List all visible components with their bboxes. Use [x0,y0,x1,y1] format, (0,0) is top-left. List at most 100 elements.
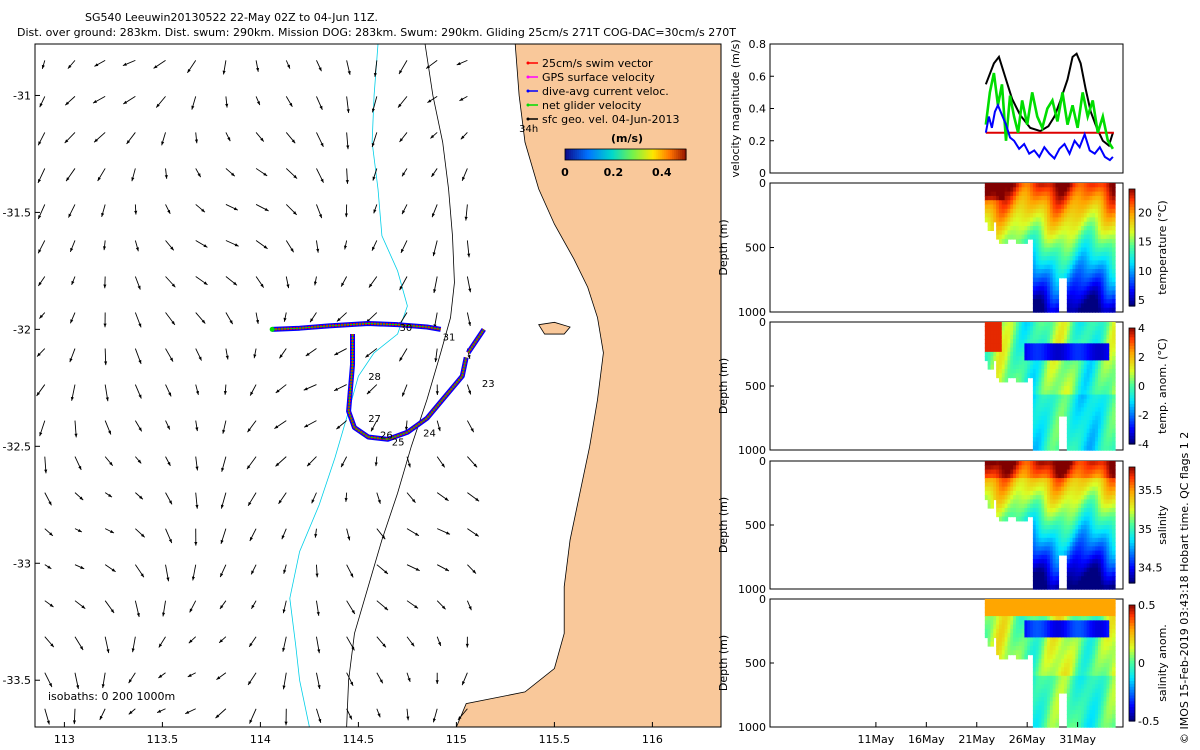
salinity-colorbar-tick-label: 35 [1138,523,1152,536]
temp_anom-colorbar-label: temp. anom. (°C) [1156,338,1169,434]
temperature-colorbar-tick-label: 5 [1138,294,1145,307]
track-top-net [272,323,441,330]
salinity-ylabel: Depth (m) [717,497,730,553]
velocity-ytick-label: 0 [759,167,766,180]
salinity-ytick-label: 500 [745,519,766,532]
legend-swatch-dot [526,61,530,65]
credit-text: © IMOS 15-Feb-2019 03:43:18 Hobart time.… [1178,431,1191,744]
temp_anom-colorbar-tick-label: 0 [1138,380,1145,393]
colorbar-tick-label: 0.2 [604,166,624,179]
temp_anom-colorbar-frame [1128,327,1136,445]
legend-swatch-dot [526,89,530,93]
legend-swatch-dot [526,103,530,107]
temperature-section [984,183,1116,313]
map-ytick-label: -32.5 [3,440,31,453]
date-xtick-label: 16May [908,733,945,746]
temperature-ytick-label: 0 [759,177,766,190]
sal_anom-colorbar-tick-label: 0.5 [1138,599,1156,612]
salinity-colorbar-frame [1128,466,1136,584]
temp_anom-colorbar-tick-label: 4 [1138,322,1145,335]
salinity-colorbar-tick-label: 34.5 [1138,562,1163,575]
track-start-marker [269,326,275,332]
day-label: 25 [392,438,405,449]
sal_anom-ytick-label: 1000 [738,721,766,734]
legend-entry: dive-avg current veloc. [542,85,669,98]
salinity-colorbar-tick-label: 35.5 [1138,484,1163,497]
figure-title: SG540 Leeuwin20130522 22-May 02Z to 04-J… [85,11,379,24]
temp_anom-ylabel: Depth (m) [717,358,730,414]
legend-swatch-dot [526,117,530,121]
map-ytick-label: -31 [13,89,31,102]
day-label: 30 [400,323,413,334]
temperature-colorbar-label: temperature (°C) [1156,200,1169,294]
isobath-label: isobaths: 0 200 1000m [48,690,175,703]
map-ytick-label: -33.5 [3,674,31,687]
day-label: 23 [482,379,495,390]
velocity-series-line [984,102,1114,162]
map-xtick-label: 114.5 [343,733,375,746]
temperature-colorbar-tick-label: 10 [1138,265,1152,278]
temp_anom-colorbar: -4 -2 0 2 4 temp. anom. (°C) [1128,322,1169,451]
temperature-ytick-label: 1000 [738,306,766,319]
map-ytick-label: -33 [13,557,31,570]
day-label: 31 [443,332,456,343]
map-frame [34,43,722,728]
temp_anom-panel: 0 500 1000 Depth (m) -4 -2 0 2 4 temp. anom. (°C) [717,316,1169,457]
figure-subtitle: Dist. over ground: 283km. Dist. swum: 29… [17,26,736,39]
temp_anom-ytick-label: 0 [759,316,766,329]
day-label: 28 [368,372,381,383]
date-xtick-label: 21May [958,733,995,746]
colorbar-tick-label: 0.4 [652,166,672,179]
temperature-ylabel: Depth (m) [717,219,730,275]
salinity-section [984,461,1116,590]
sal_anom-colorbar-label: salinity anom. [1156,624,1169,702]
salinity-ytick-label: 0 [759,455,766,468]
map-xtick-label: 115.5 [539,733,571,746]
land-area [455,44,721,727]
temperature-ytick-label: 500 [745,242,766,255]
map-xtick-label: 113 [54,733,75,746]
isobath-200m [289,44,408,727]
track-east-net [467,329,485,353]
colorbar-tick-label: 0 [561,166,569,179]
velocity-ytick-label: 0.2 [749,135,767,148]
map-xtick-label: 115 [446,733,467,746]
legend-entry: 25cm/s swim vector [542,57,653,70]
map-ytick-label: -31.5 [3,206,31,219]
day-label: 26 [380,431,393,442]
temp_anom-section [984,322,1116,451]
day-label: 24 [423,428,436,439]
temperature-panel: 0 500 1000 Depth (m) 5 10 15 20 temperature (°C) [717,177,1169,319]
map-xtick-label: 114 [250,733,271,746]
temp_anom-ytick-label: 500 [745,380,766,393]
velocity-ytick-label: 0.4 [749,103,767,116]
sal_anom-colorbar-frame [1128,604,1136,722]
date-xtick-label: 11May [858,733,895,746]
track-south-net [348,334,467,440]
day-label: 27 [368,414,381,425]
salinity-panel: 0 500 1000 Depth (m) 34.5 35 35.5 salinity [717,455,1169,596]
legend-entry: sfc geo. vel. 04-Jun-2013 [542,113,679,126]
temperature-colorbar: 5 10 15 20 temperature (°C) [1128,188,1169,307]
colorbar-frame [564,148,687,161]
legend-swatch-dot [526,75,530,79]
legend-entry: GPS surface velocity [542,71,655,84]
velocity-series-line [984,72,1115,150]
temp_anom-colorbar-tick-label: 2 [1138,351,1145,364]
velocity-panel: 0 0.2 0.4 0.6 0.8 velocity magnitude (m/s) [729,38,1124,180]
date-xtick-label: 31May [1059,733,1096,746]
sal_anom-section [984,599,1116,728]
velocity-ytick-label: 0.8 [749,38,767,51]
sal_anom-ylabel: Depth (m) [717,635,730,691]
salinity-colorbar: 34.5 35 35.5 salinity [1128,466,1169,584]
sal_anom-colorbar-tick-label: 0 [1138,657,1145,670]
sal_anom-ytick-label: 0 [759,593,766,606]
map-ytick-label: -32 [13,323,31,336]
temperature-colorbar-tick-label: 20 [1138,206,1152,219]
salinity-ytick-label: 1000 [738,583,766,596]
